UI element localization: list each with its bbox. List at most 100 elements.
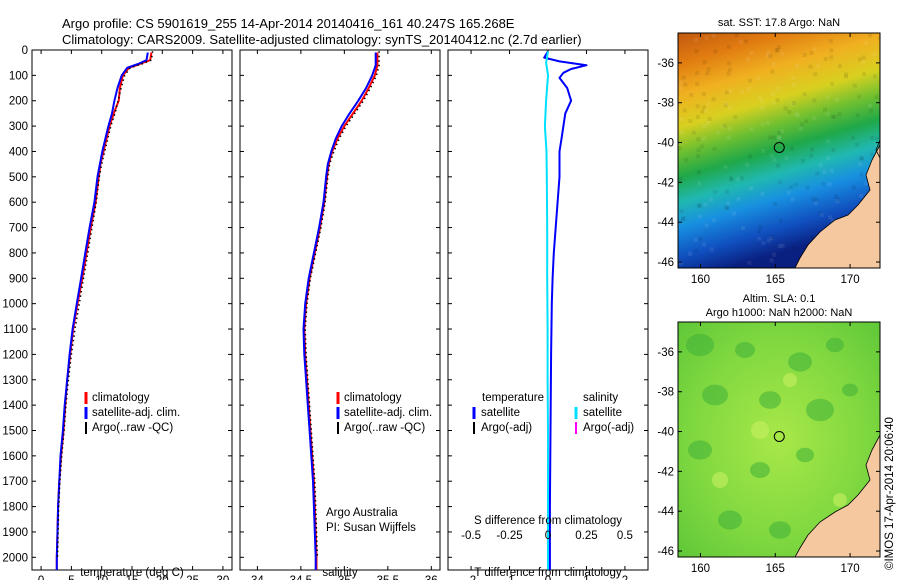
texture-pixel (697, 181, 702, 186)
map-y-tick-label: -42 (657, 177, 674, 189)
sla-eddy (826, 337, 844, 353)
x-tick-label: 10 (95, 575, 108, 580)
texture-pixel (760, 122, 765, 127)
texture-pixel (682, 108, 687, 113)
legend-label-climatology: climatology (344, 392, 402, 404)
texture-pixel (859, 193, 864, 198)
legend-label-argo: Argo(..raw -QC) (344, 422, 425, 434)
texture-pixel (818, 163, 823, 168)
texture-pixel (688, 251, 693, 256)
texture-pixel (836, 197, 841, 202)
texture-pixel (725, 189, 730, 194)
texture-pixel (778, 180, 783, 185)
depth-tick-label: 2000 (2, 552, 28, 564)
texture-pixel (693, 237, 698, 242)
depth-tick-label: 300 (9, 121, 28, 133)
texture-pixel (777, 136, 782, 141)
x-tick-label: 35 (338, 575, 351, 580)
texture-pixel (793, 112, 798, 117)
t-difference-xlabel: T difference from climatology (474, 567, 621, 579)
texture-pixel (770, 69, 775, 74)
texture-pixel (757, 96, 762, 101)
texture-pixel (697, 203, 702, 208)
texture-pixel (693, 248, 698, 253)
sla-eddy (702, 384, 728, 406)
texture-pixel (679, 209, 684, 214)
land-new-zealand (794, 144, 880, 268)
texture-pixel (852, 83, 857, 88)
texture-pixel (772, 101, 777, 106)
texture-pixel (812, 116, 817, 121)
texture-pixel (872, 52, 877, 57)
texture-pixel (722, 123, 727, 128)
texture-pixel (809, 50, 814, 55)
texture-pixel (772, 157, 777, 162)
texture-pixel (776, 86, 781, 91)
texture-pixel (825, 111, 830, 116)
texture-pixel (790, 101, 795, 106)
sla-eddy (751, 421, 769, 439)
sla-eddy (688, 440, 712, 460)
depth-tick-label: 1300 (2, 375, 28, 387)
texture-pixel (792, 245, 797, 250)
texture-pixel (810, 235, 815, 240)
texture-pixel (758, 224, 763, 229)
x-tick-label: 34.5 (290, 575, 312, 580)
texture-pixel (760, 105, 765, 110)
texture-pixel (834, 194, 839, 199)
texture-pixel (740, 226, 745, 231)
difference-legend: temperature salinity satellite Argo(-adj… (472, 392, 634, 434)
texture-pixel (776, 45, 781, 50)
texture-pixel (777, 135, 782, 140)
texture-pixel (859, 156, 864, 161)
texture-pixel (793, 182, 798, 187)
texture-pixel (748, 78, 753, 83)
depth-tick-label: 0 (22, 45, 28, 57)
salinity-legend: climatology satellite-adj. clim. Argo(..… (336, 392, 432, 434)
sla-map-title-1: Altim. SLA: 0.1 (743, 293, 816, 305)
texture-pixel (829, 168, 834, 173)
texture-pixel (726, 201, 731, 206)
texture-pixel (696, 170, 701, 175)
texture-pixel (805, 185, 810, 190)
map-y-tick-label: -40 (657, 138, 674, 150)
map-y-tick-label: -40 (657, 427, 674, 439)
texture-pixel (791, 75, 796, 80)
sla-map: Altim. SLA: 0.1 Argo h1000: NaN h2000: N… (657, 293, 881, 575)
sst-map-title: sat. SST: 17.8 Argo: NaN (718, 17, 840, 29)
texture-pixel (747, 260, 752, 265)
texture-pixel (870, 136, 875, 141)
legend-label-s-argo: Argo(-adj) (583, 422, 634, 434)
x-tick-label: 0 (38, 575, 44, 580)
texture-pixel (770, 234, 775, 239)
texture-pixel (777, 130, 782, 135)
texture-pixel (747, 154, 752, 159)
texture-pixel (755, 75, 760, 80)
texture-pixel (721, 124, 726, 129)
texture-pixel (679, 130, 684, 135)
texture-pixel (830, 218, 835, 223)
depth-tick-label: 400 (9, 146, 28, 158)
texture-pixel (738, 39, 743, 44)
texture-pixel (858, 162, 863, 167)
texture-pixel (829, 48, 834, 53)
annotation-pi: PI: Susan Wijffels (326, 522, 416, 534)
texture-pixel (775, 98, 780, 103)
texture-pixel (773, 201, 778, 206)
texture-pixel (830, 81, 835, 86)
texture-pixel (727, 89, 732, 94)
texture-pixel (724, 101, 729, 106)
texture-pixel (783, 106, 788, 111)
texture-pixel (757, 236, 762, 241)
texture-pixel (787, 109, 792, 114)
texture-pixel (815, 171, 820, 176)
legend-label-argo: Argo(..raw -QC) (92, 422, 173, 434)
texture-pixel (698, 236, 703, 241)
legend-title-salinity: salinity (583, 392, 618, 404)
texture-pixel (864, 40, 869, 45)
texture-pixel (745, 162, 750, 167)
x-tick-label: 15 (126, 575, 139, 580)
depth-tick-label: 1600 (2, 451, 28, 463)
texture-pixel (822, 107, 827, 112)
texture-pixel (713, 49, 718, 54)
